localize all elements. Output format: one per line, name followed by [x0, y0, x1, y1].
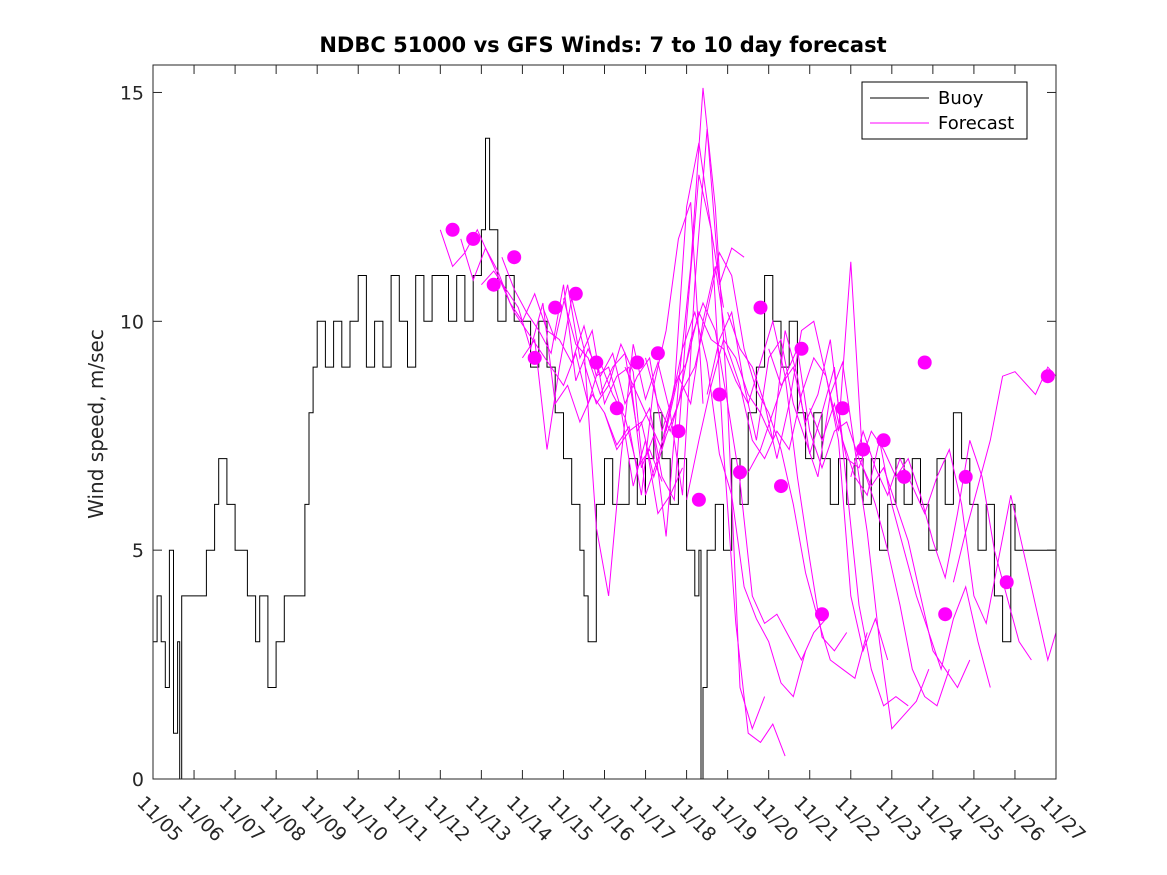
x-tick-label-7: 11/12 [420, 792, 474, 846]
legend-forecast-label: Forecast [938, 113, 1014, 134]
buoy-series-line [153, 137, 1056, 779]
data-layer [153, 87, 1056, 779]
forecast-marker-26 [999, 575, 1014, 590]
forecast-series-line-9 [624, 310, 848, 652]
x-tick-label-22: 11/27 [1035, 792, 1089, 846]
x-tick-label-12: 11/17 [625, 792, 679, 846]
forecast-series-line-3 [501, 142, 724, 432]
forecast-series-line-13 [706, 310, 930, 730]
forecast-marker-20 [856, 442, 871, 457]
forecast-marker-8 [609, 401, 624, 416]
y-tick-label-3: 15 [120, 82, 144, 104]
x-tick-label-13: 11/18 [666, 792, 720, 846]
forecast-series-line-12 [686, 330, 909, 707]
forecast-series-line-17 [809, 401, 1032, 661]
y-axis-label: Wind speed, m/sec [84, 329, 108, 519]
forecast-marker-23 [917, 355, 932, 370]
forecast-series-line-8 [604, 301, 827, 662]
forecast-marker-4 [527, 350, 542, 365]
x-tick-label-14: 11/19 [707, 792, 761, 846]
x-tick-label-16: 11/21 [789, 792, 843, 846]
forecast-series-line-10 [645, 251, 868, 680]
forecast-marker-7 [589, 355, 604, 370]
legend-buoy-label: Buoy [938, 88, 984, 109]
forecast-marker-13 [712, 387, 727, 402]
x-tick-label-3: 11/08 [256, 792, 310, 846]
forecast-marker-10 [650, 346, 665, 361]
forecast-marker-0 [445, 222, 460, 237]
forecast-series-line-2 [481, 202, 704, 496]
x-tick-label-1: 11/06 [173, 792, 227, 846]
x-tick-label-8: 11/13 [461, 792, 515, 846]
forecast-marker-25 [958, 469, 973, 484]
forecast-marker-19 [835, 401, 850, 416]
legend-box [861, 81, 1028, 140]
forecast-marker-27 [1040, 369, 1055, 384]
forecast-marker-9 [630, 355, 645, 370]
forecast-series-line-7 [583, 310, 807, 698]
forecast-series-line-14 [727, 261, 950, 707]
forecast-marker-1 [466, 231, 481, 246]
forecast-marker-21 [876, 433, 891, 448]
plot-area [153, 65, 1056, 779]
forecast-marker-18 [815, 607, 829, 622]
x-tick-label-11: 11/16 [584, 792, 638, 846]
forecast-marker-5 [548, 300, 563, 315]
forecast-marker-24 [938, 607, 953, 622]
x-tick-label-18: 11/23 [871, 792, 925, 846]
x-tick-label-19: 11/24 [912, 792, 966, 846]
x-tick-label-15: 11/20 [748, 792, 802, 846]
x-tick-label-9: 11/14 [502, 792, 556, 846]
chart-title: NDBC 51000 vs GFS Winds: 7 to 10 day for… [319, 33, 886, 57]
forecast-marker-6 [568, 286, 583, 301]
forecast-series-line-18 [850, 429, 1056, 662]
forecast-marker-16 [774, 479, 788, 494]
x-tick-label-5: 11/10 [338, 792, 392, 846]
x-tick-label-17: 11/22 [830, 792, 884, 846]
forecast-marker-11 [671, 424, 686, 439]
forecast-marker-2 [486, 277, 501, 292]
x-tick-label-0: 11/05 [132, 792, 186, 846]
forecast-marker-3 [507, 250, 522, 265]
x-tick-label-4: 11/09 [297, 792, 351, 846]
forecast-series-line-11 [665, 266, 889, 661]
x-tick-label-20: 11/25 [953, 792, 1007, 846]
forecast-series-line-15 [747, 347, 971, 689]
forecast-series-line-19 [952, 366, 1056, 583]
x-tick-label-2: 11/07 [215, 792, 269, 846]
y-tick-label-0: 0 [132, 769, 144, 791]
forecast-marker-14 [733, 465, 747, 480]
legend: Buoy Forecast [861, 81, 1028, 140]
forecast-series-line-6 [563, 174, 786, 757]
x-tick-label-6: 11/11 [379, 792, 433, 846]
forecast-marker-12 [691, 492, 706, 507]
forecast-marker-22 [897, 469, 912, 484]
y-tick-label-1: 5 [132, 540, 144, 562]
x-tick-label-21: 11/26 [994, 792, 1048, 846]
forecast-marker-15 [753, 300, 768, 315]
forecast-marker-17 [794, 341, 809, 356]
y-tick-label-2: 10 [120, 311, 144, 333]
x-tick-label-10: 11/15 [543, 792, 597, 846]
